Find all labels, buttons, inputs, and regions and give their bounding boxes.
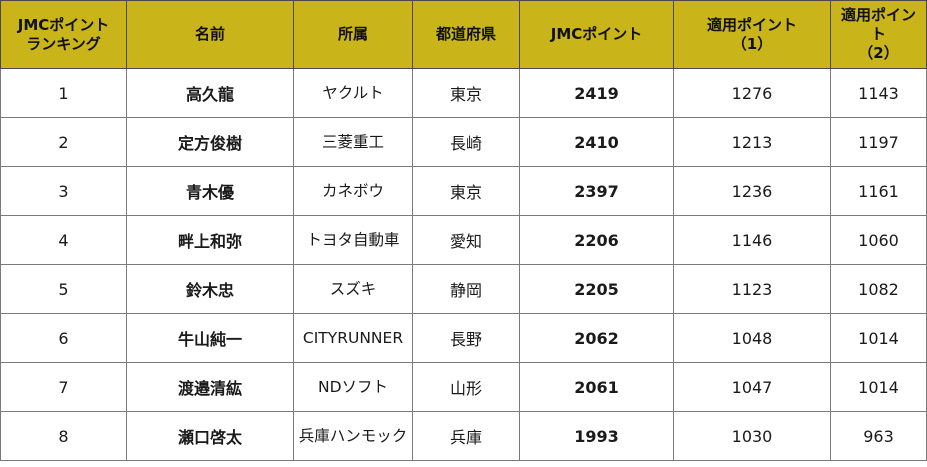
header-points1-line1: 適用ポイント	[706, 15, 797, 34]
affiliation-cell: スズキ	[293, 264, 413, 314]
name-cell: 牛山純一	[126, 313, 294, 363]
table-body: 1 高久龍 ヤクルト 東京 2419 1276 1143 2 定方俊樹 三菱重工…	[0, 68, 927, 461]
prefecture-cell: 兵庫	[412, 411, 520, 461]
jmc-points-cell: 2062	[519, 313, 674, 363]
table-header: JMCポイント ランキング 名前 所属 都道府県 JMCポイント 適用ポイント …	[0, 0, 927, 69]
points1-cell: 1146	[673, 215, 831, 265]
points2-cell: 1082	[830, 264, 927, 314]
points2-cell: 1197	[830, 117, 927, 167]
table-row: 2 定方俊樹 三菱重工 長崎 2410 1213 1197	[0, 117, 927, 167]
header-points1: 適用ポイント （1）	[673, 0, 831, 69]
header-points1-line2: （1）	[731, 34, 773, 53]
rank-cell: 3	[0, 166, 127, 216]
jmc-points-cell: 2205	[519, 264, 674, 314]
rank-cell: 1	[0, 68, 127, 118]
points1-cell: 1236	[673, 166, 831, 216]
jmc-points-cell: 1993	[519, 411, 674, 461]
points2-cell: 1014	[830, 362, 927, 412]
prefecture-cell: 長崎	[412, 117, 520, 167]
points1-cell: 1048	[673, 313, 831, 363]
affiliation-cell: トヨタ自動車	[293, 215, 413, 265]
table-row: 1 高久龍 ヤクルト 東京 2419 1276 1143	[0, 68, 927, 118]
affiliation-cell: NDソフト	[293, 362, 413, 412]
points2-cell: 963	[830, 411, 927, 461]
table-row: 5 鈴木忠 スズキ 静岡 2205 1123 1082	[0, 264, 927, 314]
affiliation-cell: ヤクルト	[293, 68, 413, 118]
rank-cell: 2	[0, 117, 127, 167]
prefecture-cell: 静岡	[412, 264, 520, 314]
affiliation-cell: CITYRUNNER	[293, 313, 413, 363]
points1-cell: 1213	[673, 117, 831, 167]
jmc-points-cell: 2397	[519, 166, 674, 216]
affiliation-cell: カネボウ	[293, 166, 413, 216]
table-row: 3 青木優 カネボウ 東京 2397 1236 1161	[0, 166, 927, 216]
header-jmc-points-label: JMCポイント	[550, 25, 643, 43]
name-cell: 高久龍	[126, 68, 294, 118]
rank-cell: 8	[0, 411, 127, 461]
rank-cell: 4	[0, 215, 127, 265]
name-cell: 定方俊樹	[126, 117, 294, 167]
table-row: 8 瀬口啓太 兵庫ハンモック 兵庫 1993 1030 963	[0, 411, 927, 461]
header-name-label: 名前	[194, 25, 225, 43]
header-affiliation-label: 所属	[337, 25, 368, 43]
name-cell: 青木優	[126, 166, 294, 216]
affiliation-cell: 三菱重工	[293, 117, 413, 167]
points1-cell: 1123	[673, 264, 831, 314]
header-ranking-line2: ランキング	[26, 34, 101, 53]
header-points2-line1: 適用ポイント	[840, 6, 916, 43]
name-cell: 畔上和弥	[126, 215, 294, 265]
table-row: 6 牛山純一 CITYRUNNER 長野 2062 1048 1014	[0, 313, 927, 363]
jmc-points-cell: 2410	[519, 117, 674, 167]
header-points2: 適用ポイント （2）	[830, 0, 927, 69]
points1-cell: 1030	[673, 411, 831, 461]
prefecture-cell: 東京	[412, 68, 520, 118]
rank-cell: 5	[0, 264, 127, 314]
table-row: 4 畔上和弥 トヨタ自動車 愛知 2206 1146 1060	[0, 215, 927, 265]
header-prefecture: 都道府県	[412, 0, 520, 69]
prefecture-cell: 東京	[412, 166, 520, 216]
header-points2-line2: （2）	[858, 44, 899, 62]
rank-cell: 7	[0, 362, 127, 412]
affiliation-cell: 兵庫ハンモック	[293, 411, 413, 461]
name-cell: 渡邉清紘	[126, 362, 294, 412]
table-row: 7 渡邉清紘 NDソフト 山形 2061 1047 1014	[0, 362, 927, 412]
header-prefecture-label: 都道府県	[435, 25, 496, 43]
points2-cell: 1143	[830, 68, 927, 118]
jmc-points-cell: 2206	[519, 215, 674, 265]
header-jmc-points: JMCポイント	[519, 0, 674, 69]
name-cell: 鈴木忠	[126, 264, 294, 314]
header-name: 名前	[126, 0, 294, 69]
prefecture-cell: 山形	[412, 362, 520, 412]
points2-cell: 1161	[830, 166, 927, 216]
header-affiliation: 所属	[293, 0, 413, 69]
name-cell: 瀬口啓太	[126, 411, 294, 461]
points1-cell: 1276	[673, 68, 831, 118]
points2-cell: 1060	[830, 215, 927, 265]
prefecture-cell: 愛知	[412, 215, 520, 265]
points2-cell: 1014	[830, 313, 927, 363]
jmc-points-cell: 2419	[519, 68, 674, 118]
header-ranking-line1: JMCポイント	[17, 15, 110, 34]
prefecture-cell: 長野	[412, 313, 520, 363]
header-row: JMCポイント ランキング 名前 所属 都道府県 JMCポイント 適用ポイント …	[0, 0, 927, 69]
jmc-points-cell: 2061	[519, 362, 674, 412]
header-ranking: JMCポイント ランキング	[0, 0, 127, 69]
points1-cell: 1047	[673, 362, 831, 412]
rank-cell: 6	[0, 313, 127, 363]
